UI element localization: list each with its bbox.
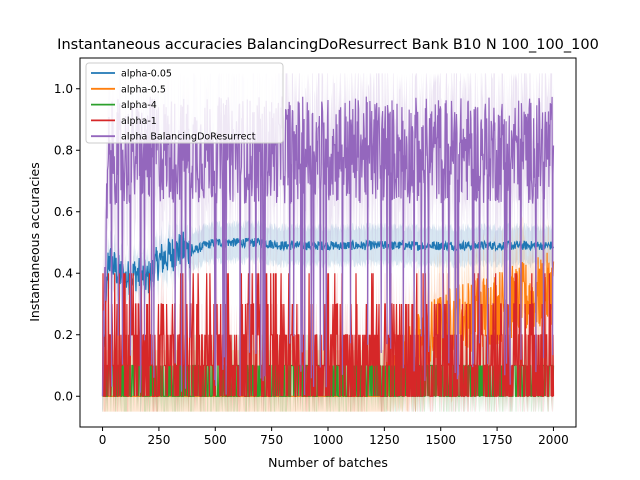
x-tick-label: 0 [99,433,107,447]
y-tick-label: 0.8 [54,143,73,157]
legend-entry: alpha-0.05 [121,69,172,80]
x-axis-label: Number of batches [268,455,388,470]
y-tick-label: 0.2 [54,328,73,342]
y-tick-label: 0.0 [54,389,73,403]
y-tick-label: 1.0 [54,82,73,96]
x-tick-label: 1750 [482,433,513,447]
series-line [101,230,555,393]
x-tick-label: 1000 [313,433,344,447]
series-lines [101,96,555,397]
y-axis-label: Instantaneous accuracies [27,162,42,322]
series-line [101,96,555,397]
x-tick-label: 500 [204,433,227,447]
x-tick-label: 250 [147,433,170,447]
legend-entry: alpha-1 [121,116,157,127]
plot-area [79,57,577,428]
x-axis-ticks: 0 250 500 750 1000 1250 1500 1750 2000 [99,427,569,447]
legend: alpha-0.05 alpha-0.5 alpha-4 alpha-1 alpha B… [85,62,284,144]
series-band [102,212,554,411]
legend-entry: alpha-0.5 [121,84,166,95]
x-tick-label: 2000 [538,433,569,447]
x-tick-label: 1250 [369,433,400,447]
chart-title: Instantaneous accuracies BalancingDoResu… [57,37,599,53]
x-tick-label: 750 [260,433,283,447]
legend-box [85,62,284,144]
y-tick-label: 0.6 [54,205,73,219]
legend-entry: alpha-4 [121,100,157,111]
y-axis-ticks: 0.0 0.2 0.4 0.6 0.8 1.0 [54,82,80,403]
x-tick-label: 1500 [425,433,456,447]
y-tick-label: 0.4 [54,266,73,280]
series-line [101,273,555,397]
legend-entry: alpha BalancingDoResurrect [121,132,256,143]
